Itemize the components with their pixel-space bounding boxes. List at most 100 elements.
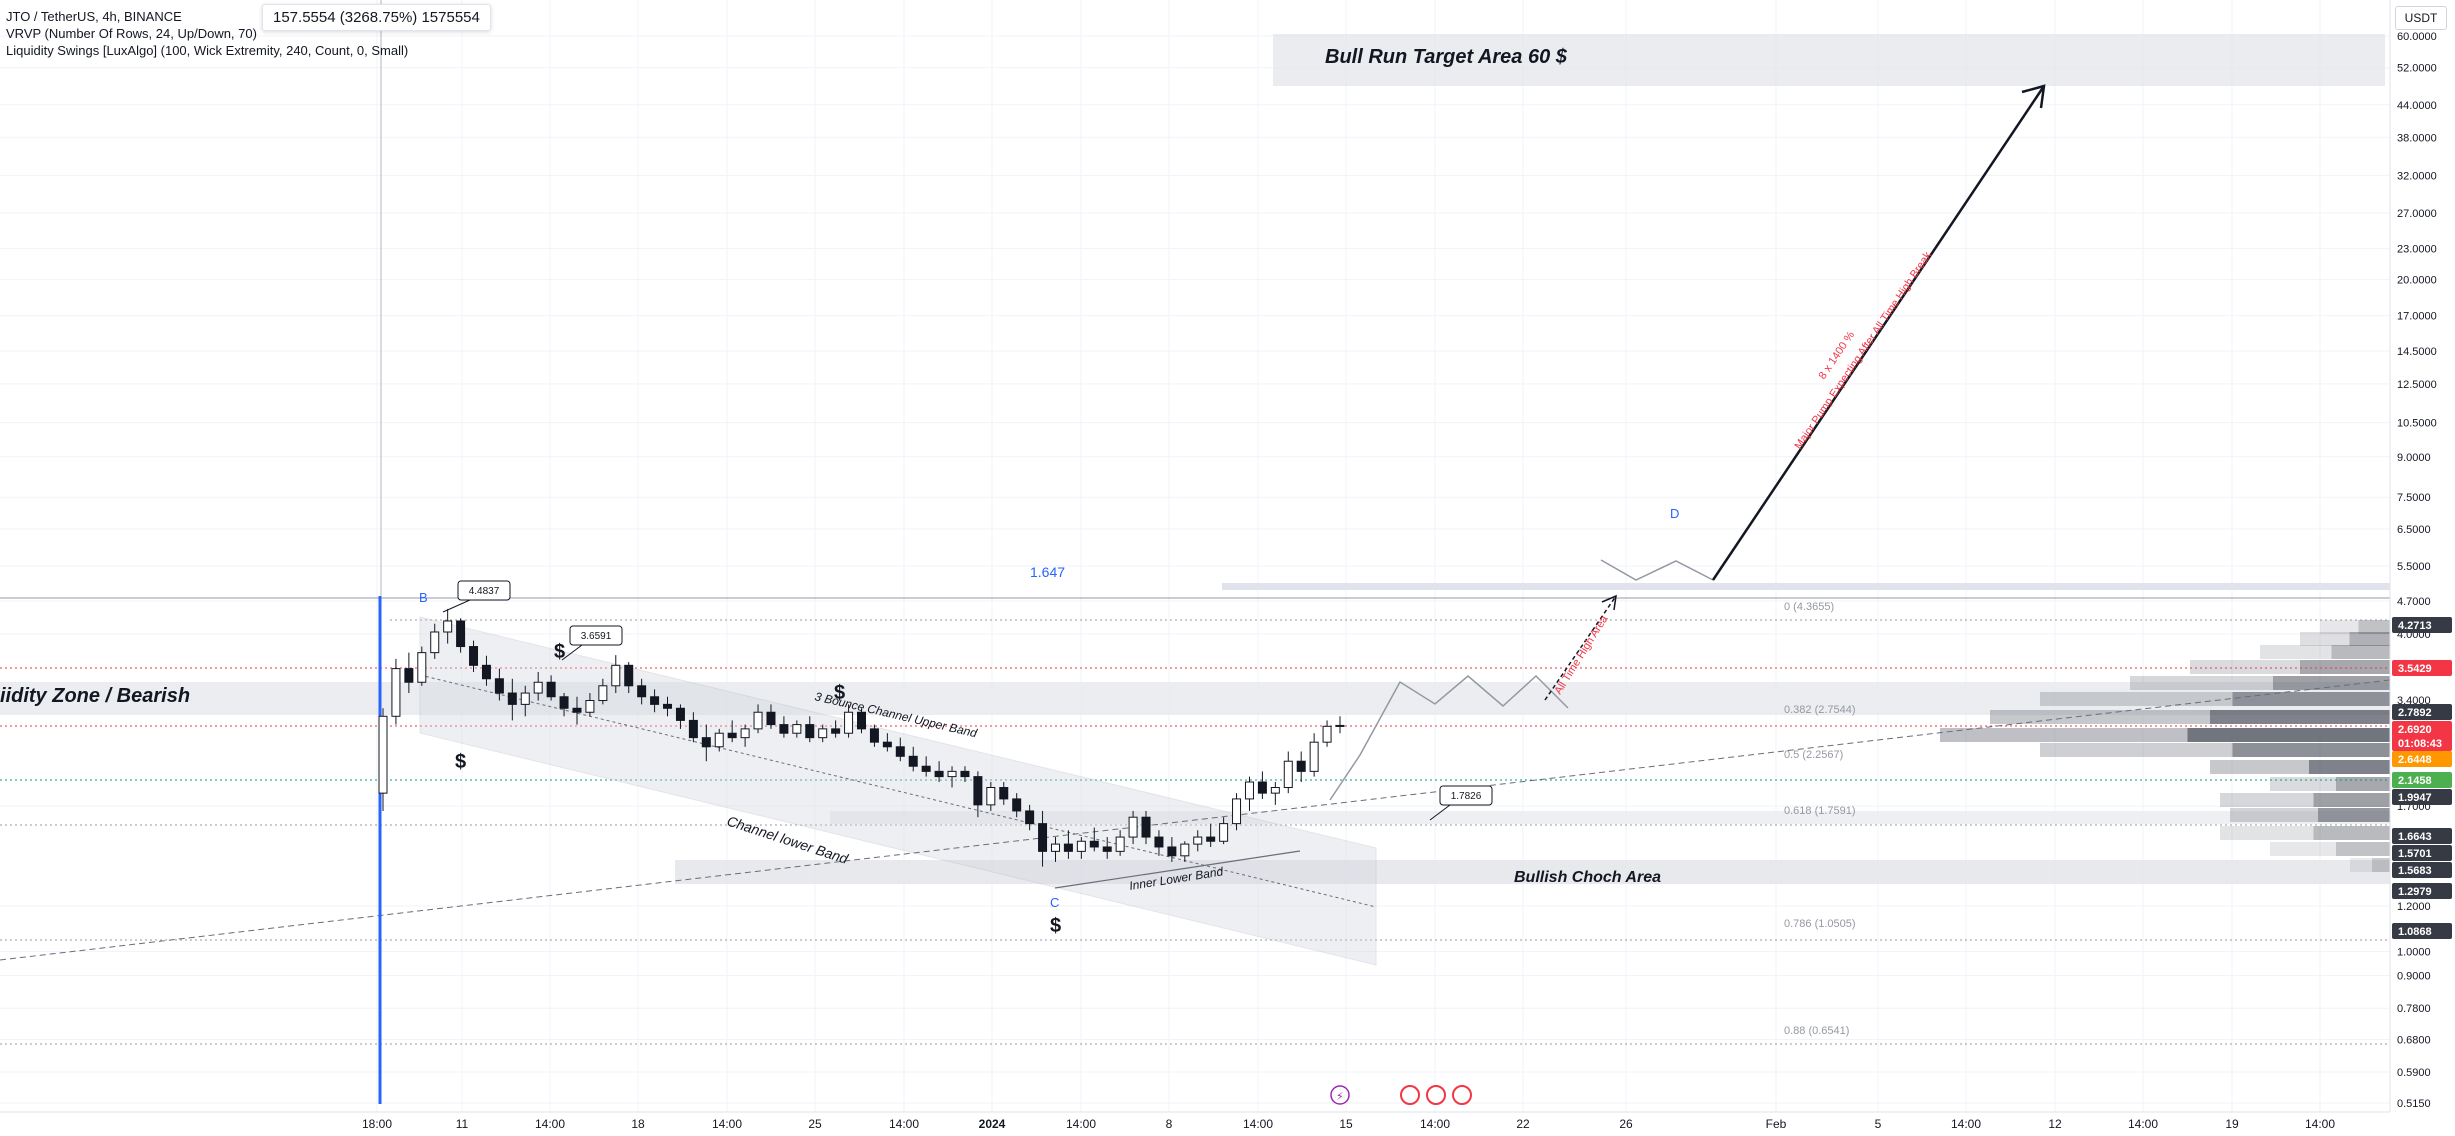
volume-profile-bar (1990, 710, 2390, 724)
candle (430, 623, 440, 659)
volume-profile-bar-inner (2232, 692, 2390, 706)
volume-profile (1940, 620, 2390, 872)
volume-profile-bar (2130, 676, 2390, 690)
volume-profile-bar (2230, 808, 2390, 822)
candle (1193, 830, 1203, 852)
fib-levels: 0 (4.3655) 0.382 (2.7544) 0.5 (2.2567) 0.61… (1784, 601, 1856, 1037)
price-label-text: 1.0868 (2398, 926, 2432, 938)
candle (456, 618, 466, 653)
time-tick: 5 (1875, 1117, 1882, 1131)
candle (1270, 781, 1280, 805)
dollar-mark-4: $ (1050, 915, 1061, 937)
liquidity-zone-label: iidity Zone / Bearish (0, 685, 190, 707)
time-tick: 15 (1339, 1117, 1353, 1131)
bullish-choch-box (675, 860, 2390, 884)
us-flag-icon[interactable] (1452, 1085, 1472, 1105)
candle (714, 728, 724, 752)
candle (999, 781, 1009, 805)
target-area-label: Bull Run Target Area 60 $ (1325, 46, 1568, 68)
ath-arrow-head (1601, 594, 1617, 611)
price-label-text: 1.6643 (2398, 831, 2432, 843)
price-label-box (2392, 660, 2452, 676)
volume-profile-bar-inner (2358, 620, 2390, 634)
price-axis[interactable]: 60.0000 52.0000 44.0000 38.0000 32.0000 27.00… (2397, 31, 2437, 1110)
candle (520, 685, 530, 717)
price-label-text: 2.1458 (2398, 775, 2432, 787)
time-tick: 2024 (979, 1117, 1006, 1131)
lightning-icon[interactable] (1330, 1085, 1350, 1105)
price-tick: 0.5150 (2397, 1098, 2431, 1110)
time-tick: 26 (1619, 1117, 1633, 1131)
candle (960, 766, 970, 782)
volume-profile-bar (2210, 760, 2390, 774)
candle (753, 704, 763, 734)
time-tick: 14:00 (1066, 1117, 1096, 1131)
candle (688, 712, 698, 743)
candle (404, 652, 414, 694)
us-flag-icon[interactable] (1400, 1085, 1420, 1105)
candle (598, 678, 608, 705)
price-axis-bg (2390, 0, 2455, 1136)
price-tick: 7.5000 (2397, 492, 2431, 504)
candle (986, 781, 996, 811)
time-axis-bg (0, 1112, 2455, 1136)
price-label-box (2392, 789, 2452, 805)
candle (494, 668, 504, 701)
time-axis[interactable]: 18:00 11 14:00 18 14:00 25 14:00 2024 14:00 8 14:0… (362, 1117, 2335, 1131)
pump-arrow-head (2021, 84, 2046, 109)
volume-profile-bar (2270, 842, 2390, 856)
volume-profile-bar (2320, 620, 2390, 634)
volume-profile-bar-inner (2187, 728, 2390, 742)
dollar-mark-3: $ (834, 682, 845, 704)
projection-path-1 (1329, 674, 1569, 801)
price-tick: 23.0000 (2397, 244, 2437, 256)
candle (1115, 830, 1125, 856)
candle (1244, 776, 1254, 811)
candle (507, 678, 517, 721)
price-tick: 0.7800 (2397, 1003, 2431, 1015)
price-tick: 12.5000 (2397, 379, 2437, 391)
candle (1050, 837, 1060, 862)
candle (1038, 810, 1048, 867)
price-tick: 14.5000 (2397, 346, 2437, 358)
price-tick: 27.0000 (2397, 208, 2437, 220)
currency-button[interactable]: USDT (2395, 6, 2447, 30)
indicator-vrvp[interactable]: VRVP (Number Of Rows, 24, Up/Down, 70) (6, 26, 257, 41)
candle (1167, 837, 1177, 862)
candle (844, 704, 854, 738)
indicator-liquidity-swings[interactable]: Liquidity Swings [LuxAlgo] (100, Wick Ex… (6, 43, 409, 58)
price-label-box (2392, 751, 2452, 767)
us-flag-icon[interactable] (1426, 1085, 1446, 1105)
dotted-levels (0, 619, 2390, 1045)
volume-profile-bar (2300, 632, 2390, 646)
candle (1063, 830, 1073, 859)
candle (1283, 751, 1293, 794)
candle (391, 658, 401, 725)
pump-arrow-line (1711, 85, 2046, 581)
candle (1025, 804, 1035, 831)
symbol-title[interactable]: JTO / TetherUS, 4h, BINANCE (6, 9, 182, 24)
volume-profile-bar-inner (2210, 710, 2390, 724)
callout-3: 1.7826 (1429, 785, 1493, 821)
volume-profile-bar (2040, 743, 2390, 757)
candle (766, 704, 776, 729)
price-label-text: 4.2713 (2398, 620, 2432, 632)
price-label-box (2392, 721, 2452, 737)
price-tick: 20.0000 (2397, 275, 2437, 287)
volume-profile-bar (2040, 692, 2390, 706)
candle (675, 704, 685, 729)
price-label-text: 1.9947 (2398, 792, 2432, 804)
candle (1180, 841, 1190, 862)
candle (1102, 837, 1112, 859)
price-labels: 4.2713 3.5429 2.7892 2.6920 01:08:43 2.6448 2.… (2392, 617, 2452, 939)
grid (0, 0, 2390, 1112)
candle (533, 671, 543, 701)
candle (1141, 810, 1151, 845)
price-label-text: 2.6920 (2398, 724, 2432, 736)
event-icons[interactable]: ⚡ (1330, 1085, 1472, 1105)
callout-2-text: 3.6591 (581, 631, 612, 642)
svg-text:⚡: ⚡ (1336, 1091, 1344, 1103)
candle (663, 696, 673, 717)
candle (443, 608, 453, 644)
